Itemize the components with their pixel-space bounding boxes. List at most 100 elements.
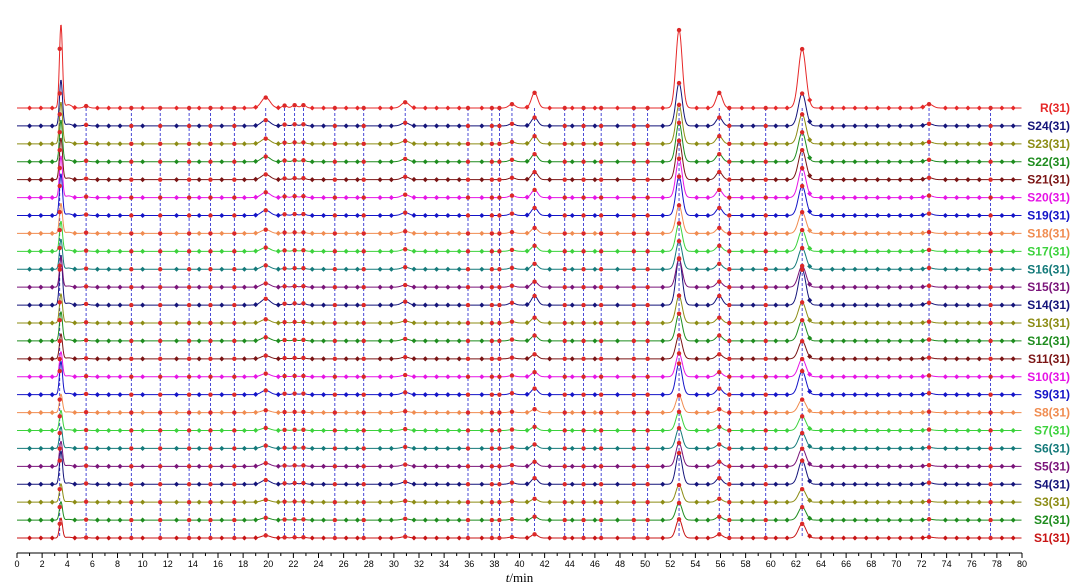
common-peak-marker (676, 102, 682, 108)
common-peak-marker (562, 159, 567, 164)
common-peak-marker (598, 338, 604, 344)
peak-marker (694, 105, 700, 111)
common-peak-marker (598, 464, 604, 469)
common-peak-marker (598, 105, 604, 111)
common-peak-marker (926, 445, 932, 450)
common-peak-marker (926, 211, 932, 216)
common-peak-marker (763, 302, 768, 308)
peak-marker (377, 481, 383, 487)
peak-marker (592, 356, 598, 362)
common-peak-marker (581, 123, 586, 129)
common-peak-marker (598, 356, 604, 362)
common-peak-marker (301, 517, 306, 522)
peak-marker (253, 535, 259, 541)
peak-marker (106, 177, 112, 183)
common-peak-marker (727, 284, 732, 290)
peak-marker (219, 248, 225, 254)
peak-marker (705, 284, 711, 290)
peak-marker (592, 320, 598, 326)
common-peak-marker (83, 176, 89, 181)
peak-marker (660, 159, 666, 165)
common-peak-marker (83, 499, 89, 504)
x-tick-label: 46 (590, 559, 600, 569)
peak-marker (479, 410, 485, 416)
peak-marker (569, 123, 575, 129)
peak-marker (320, 410, 327, 416)
peak-marker (343, 517, 349, 523)
common-peak-marker (129, 338, 134, 344)
peak-marker (354, 195, 360, 201)
common-peak-marker (562, 356, 567, 362)
peak-marker (117, 320, 123, 326)
common-peak-marker (717, 205, 722, 211)
peak-marker (614, 320, 621, 326)
peak-marker (49, 105, 55, 111)
peak-marker (38, 284, 44, 290)
common-peak-marker (232, 195, 237, 200)
common-peak-marker (301, 230, 306, 235)
common-peak-marker (208, 320, 213, 326)
peak-marker (954, 320, 960, 326)
common-peak-marker (509, 445, 515, 450)
common-peak-marker (282, 284, 287, 289)
peak-marker (954, 410, 960, 416)
common-peak-marker (532, 187, 537, 193)
peak-marker (694, 463, 700, 469)
peak-marker (569, 499, 575, 505)
peak-marker (320, 123, 327, 129)
common-peak-marker (926, 355, 932, 360)
peak-marker (614, 517, 621, 523)
common-peak-marker (631, 284, 637, 290)
peak-marker (173, 320, 180, 326)
peak-marker (773, 356, 779, 362)
common-peak-marker (332, 320, 338, 326)
common-peak-marker (676, 120, 682, 126)
common-peak-marker (645, 159, 650, 164)
common-peak-marker (158, 267, 163, 272)
peak-marker (377, 177, 383, 183)
peak-marker (750, 141, 756, 147)
x-tick-label: 44 (565, 559, 575, 569)
peak-marker (434, 374, 440, 380)
common-peak-marker (332, 517, 338, 523)
peak-marker (547, 392, 553, 398)
peak-marker (863, 392, 869, 398)
peak-marker (94, 392, 100, 398)
peak-marker (965, 445, 971, 451)
trace-line (17, 256, 1022, 288)
peak-marker (354, 517, 360, 523)
common-peak-marker (465, 392, 471, 397)
peak-marker (807, 317, 813, 323)
peak-marker (784, 374, 790, 380)
peak-marker (524, 445, 530, 451)
trace-label: S3(31) (1034, 495, 1070, 509)
peak-marker (852, 177, 858, 183)
peak-marker (524, 284, 530, 290)
peak-marker (942, 212, 948, 219)
common-peak-marker (263, 117, 268, 123)
common-peak-marker (532, 151, 537, 157)
peak-marker (942, 230, 948, 236)
peak-marker (422, 105, 428, 111)
peak-marker (999, 284, 1005, 290)
peak-marker (106, 123, 112, 129)
common-peak-marker (562, 123, 567, 129)
peak-marker (94, 195, 100, 201)
peak-marker (94, 356, 100, 362)
trace-line (17, 293, 1022, 324)
common-peak-marker (532, 459, 537, 464)
common-peak-marker (497, 482, 502, 487)
peak-marker (694, 230, 700, 236)
peak-marker (377, 266, 383, 272)
peak-marker (140, 320, 146, 326)
peak-marker (445, 212, 451, 219)
peak-marker (705, 105, 711, 111)
common-peak-marker (509, 409, 515, 414)
common-peak-marker (763, 284, 768, 290)
common-peak-marker (562, 392, 567, 397)
common-peak-marker (598, 535, 604, 541)
peak-marker (592, 374, 598, 380)
peak-marker (456, 499, 462, 505)
peak-marker (27, 410, 33, 416)
peak-marker (377, 499, 383, 505)
